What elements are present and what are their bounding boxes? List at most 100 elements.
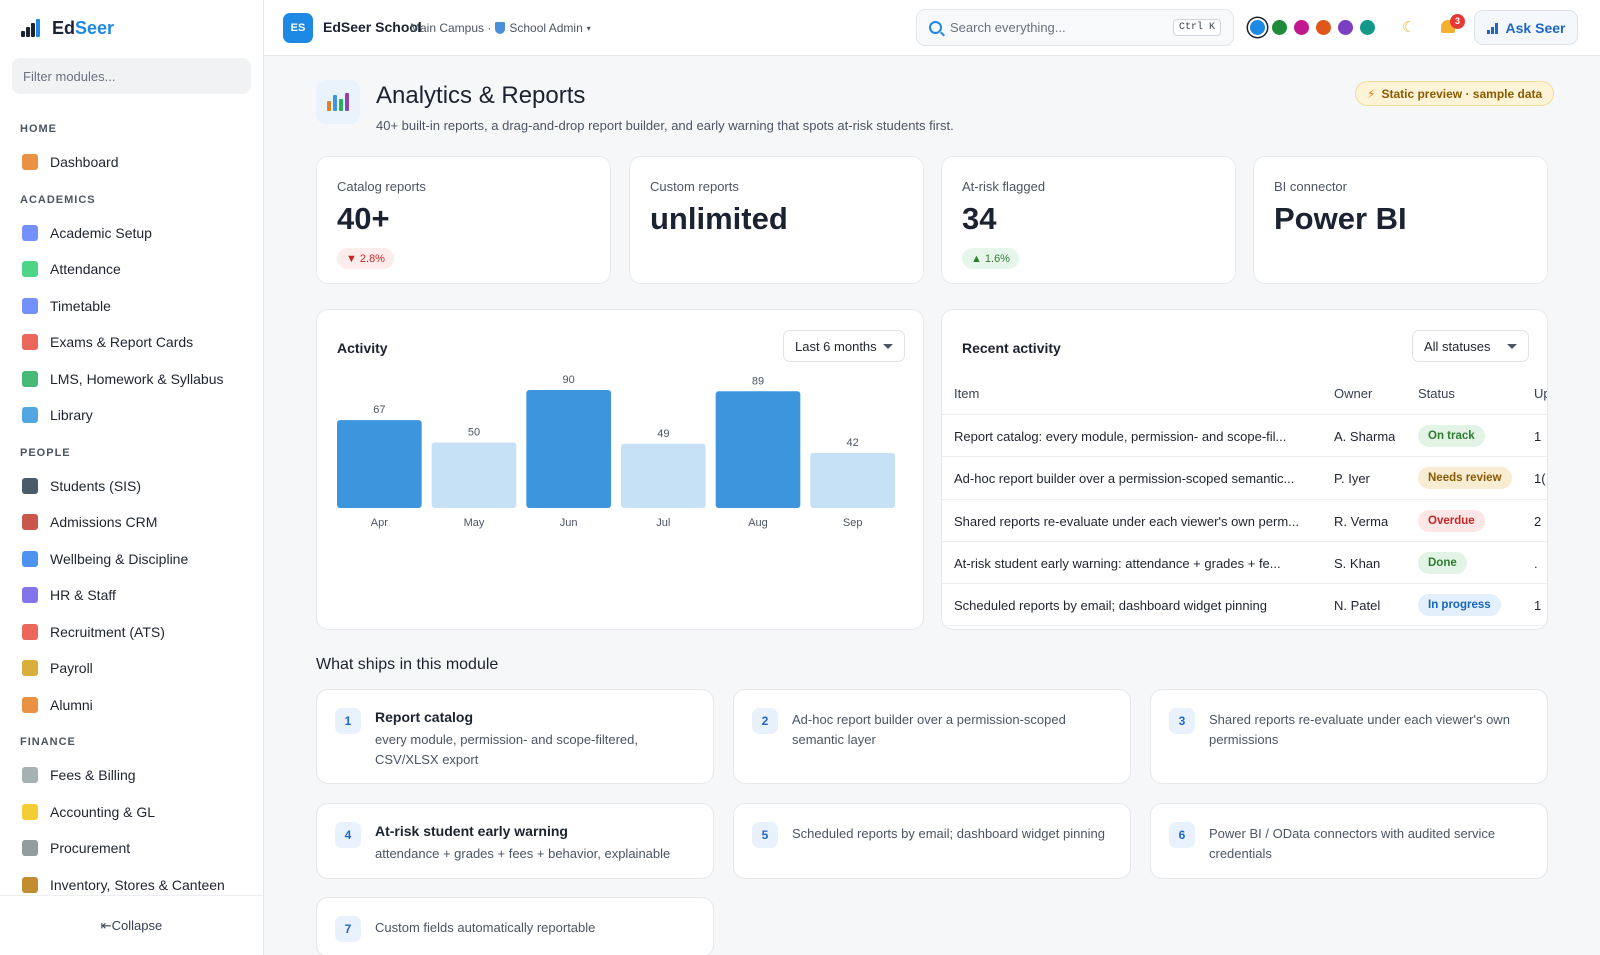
theme-swatch[interactable] — [1272, 20, 1287, 35]
magnet-icon — [22, 623, 38, 640]
bar-apr[interactable] — [337, 420, 422, 508]
sidebar-item-inventory-stores-canteen[interactable]: Inventory, Stores & Canteen — [0, 867, 263, 896]
activity-bar-chart: 67 Apr 50 May 90 Jun 49 Jul 89 Aug 42 Sep — [337, 374, 895, 529]
campus-label: Main Campus · — [410, 21, 492, 35]
topbar: ES EdSeer School Main Campus · School Ad… — [264, 0, 1600, 56]
sidebar-item-label: Payroll — [50, 660, 93, 677]
sidebar-nav: HOME Dashboard ACADEMICS Academic Setup Atte… — [0, 110, 263, 895]
theme-swatch[interactable] — [1250, 20, 1265, 35]
sidebar-item-alumni[interactable]: Alumni — [0, 687, 263, 724]
trend-up-icon: ▲ — [971, 252, 982, 265]
x-tick-label: May — [464, 517, 485, 529]
brand[interactable]: EdSeer — [20, 16, 114, 40]
feature-title: Report catalog — [375, 709, 474, 725]
theme-swatch[interactable] — [1294, 20, 1309, 35]
sidebar-item-recruitment-ats[interactable]: Recruitment (ATS) — [0, 614, 263, 651]
graduation-cap-icon — [22, 477, 38, 494]
table-header: Item Owner Status Up — [942, 375, 1547, 415]
row-owner: R. Verma — [1334, 513, 1389, 529]
feature-description: Ad-hoc report builder over a permission-… — [792, 712, 1066, 747]
filter-modules-input[interactable] — [12, 58, 251, 94]
activity-range-select[interactable]: Last 6 months — [783, 330, 905, 362]
theme-swatch[interactable] — [1360, 20, 1375, 35]
heart-icon — [22, 550, 38, 567]
bar-value-label: 50 — [468, 426, 480, 438]
sidebar-item-label: Academic Setup — [50, 224, 152, 241]
sidebar-item-lms-homework-syllabus[interactable]: LMS, Homework & Syllabus — [0, 361, 263, 398]
sidebar-item-timetable[interactable]: Timetable — [0, 288, 263, 325]
sidebar-item-procurement[interactable]: Procurement — [0, 830, 263, 867]
sidebar-item-payroll[interactable]: Payroll — [0, 650, 263, 687]
chevron-down-icon — [1507, 343, 1517, 349]
collapse-button[interactable]: ⇤Collapse — [0, 895, 263, 955]
feature-title: At-risk student early warning — [375, 823, 568, 839]
sidebar-item-dashboard[interactable]: Dashboard — [0, 144, 263, 181]
status-badge: Done — [1418, 551, 1467, 574]
sidebar-item-fees-billing[interactable]: Fees & Billing — [0, 757, 263, 794]
row-owner: N. Patel — [1334, 598, 1381, 614]
kpi-label: At-risk flagged — [962, 179, 1046, 194]
bar-jun[interactable] — [526, 390, 611, 508]
sidebar-item-wellbeing-discipline[interactable]: Wellbeing & Discipline — [0, 541, 263, 578]
kpi-value: unlimited — [650, 201, 788, 236]
table-row[interactable]: Scheduled reports by email; dashboard wi… — [942, 584, 1547, 627]
theme-swatch[interactable] — [1338, 20, 1353, 35]
kpi-value: 34 — [962, 201, 997, 236]
table-row[interactable]: Ad-hoc report builder over a permission-… — [942, 457, 1547, 500]
bar-jul[interactable] — [621, 443, 706, 508]
kpi-card-bi: BI connector Power BI — [1253, 156, 1548, 284]
people-icon — [22, 587, 38, 604]
sidebar-item-accounting-gl[interactable]: Accounting & GL — [0, 794, 263, 831]
bar-aug[interactable] — [715, 391, 801, 508]
col-updated[interactable]: Up — [1534, 386, 1547, 401]
feature-card: 2 Ad-hoc report builder over a permission… — [733, 689, 1131, 784]
col-owner[interactable]: Owner — [1334, 386, 1373, 401]
bar-sep[interactable] — [810, 452, 895, 508]
range-label: Last 6 months — [795, 338, 877, 354]
x-tick-label: Jul — [656, 517, 670, 529]
open-book-icon — [22, 407, 38, 424]
org-context[interactable]: Main Campus · School Admin ▾ — [410, 21, 591, 35]
table-row[interactable]: Report catalog: every module, permission… — [942, 415, 1547, 458]
x-tick-label: Apr — [371, 517, 388, 529]
bar-may[interactable] — [431, 442, 517, 508]
search-input[interactable] — [950, 20, 1165, 35]
table-row[interactable]: At-risk student early warning: attendanc… — [942, 542, 1547, 585]
org-badge[interactable]: ES — [283, 13, 313, 43]
feature-number: 2 — [752, 708, 778, 734]
dark-mode-icon[interactable]: ☾ — [1402, 19, 1416, 36]
brand-logo-icon — [20, 17, 42, 39]
col-status[interactable]: Status — [1418, 386, 1455, 401]
brand-name: EdSeer — [52, 17, 115, 38]
col-item[interactable]: Item — [954, 386, 980, 401]
feature-card: 5 Scheduled reports by email; dashboard w… — [733, 803, 1131, 879]
sidebar-item-hr-staff[interactable]: HR & Staff — [0, 577, 263, 614]
ask-seer-label: Ask Seer — [1505, 19, 1566, 36]
chevron-down-icon — [883, 343, 893, 349]
preview-label: Static preview · sample data — [1381, 86, 1543, 101]
x-tick-label: Jun — [560, 517, 578, 529]
row-item: Scheduled reports by email; dashboard wi… — [954, 598, 1267, 614]
global-search[interactable]: Ctrl K — [916, 9, 1234, 46]
sidebar-item-label: Students (SIS) — [50, 477, 142, 494]
shield-icon — [495, 22, 506, 34]
sidebar-item-library[interactable]: Library — [0, 397, 263, 434]
table-row[interactable]: Shared reports re-evaluate under each vi… — [942, 500, 1547, 542]
theme-swatch[interactable] — [1316, 20, 1331, 35]
ledger-icon — [22, 803, 38, 820]
notifications-button[interactable]: 3 — [1439, 14, 1465, 36]
sidebar-item-label: LMS, Homework & Syllabus — [50, 370, 224, 387]
sidebar-item-attendance[interactable]: Attendance — [0, 251, 263, 288]
bar-value-label: 49 — [657, 428, 669, 440]
feature-number: 6 — [1169, 822, 1195, 848]
sidebar-item-admissions-crm[interactable]: Admissions CRM — [0, 504, 263, 541]
sidebar-item-exams-report-cards[interactable]: Exams & Report Cards — [0, 324, 263, 361]
sidebar-item-label: Accounting & GL — [50, 803, 156, 820]
ask-seer-button[interactable]: Ask Seer — [1474, 10, 1578, 45]
sidebar-item-label: Fees & Billing — [50, 767, 136, 784]
status-filter-select[interactable]: All statuses — [1412, 330, 1529, 362]
sidebar-item-academic-setup[interactable]: Academic Setup — [0, 215, 263, 252]
status-filter-label: All statuses — [1424, 338, 1491, 354]
sidebar-item-students-sis[interactable]: Students (SIS) — [0, 468, 263, 505]
sidebar-item-label: Library — [50, 407, 93, 424]
